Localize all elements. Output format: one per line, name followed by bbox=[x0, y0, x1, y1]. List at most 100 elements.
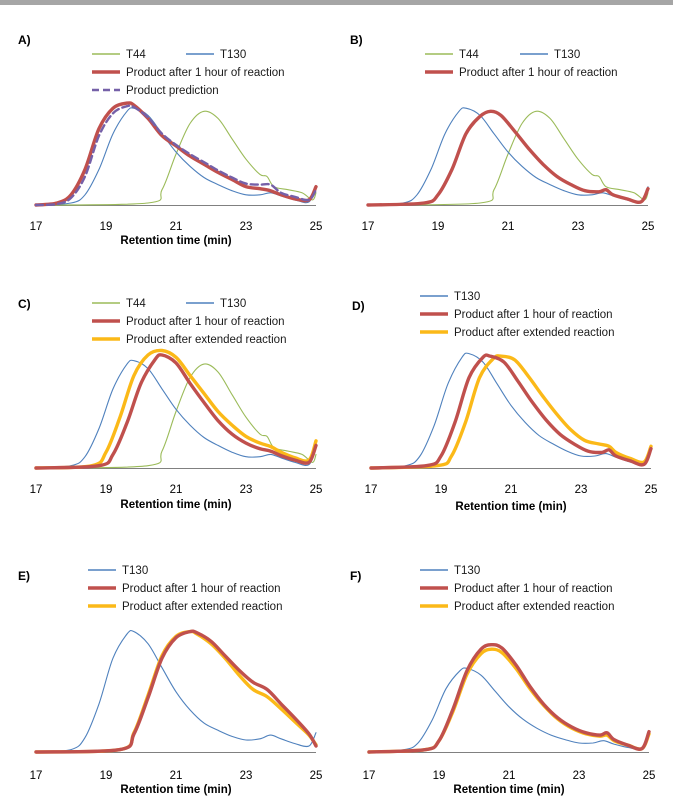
legend-label: T44 bbox=[459, 49, 479, 61]
series-line-product-after-1-hour-of-reaction bbox=[366, 109, 650, 207]
legend-label: Product after 1 hour of reaction bbox=[126, 67, 285, 79]
series-line-product-after-1-hour-of-reaction bbox=[34, 629, 318, 754]
x-tick-label: 23 bbox=[575, 484, 588, 496]
series-line-t44 bbox=[367, 110, 649, 206]
x-tick-label: 25 bbox=[310, 221, 323, 233]
legend-entry-product-after-extended-reaction: Product after extended reaction bbox=[88, 601, 282, 613]
series-line-product-after-extended-reaction bbox=[369, 354, 653, 470]
x-tick-label: 25 bbox=[643, 770, 656, 782]
series-line-product-after-extended-reaction bbox=[367, 647, 651, 754]
series-line-t130 bbox=[370, 352, 652, 469]
panel-label: C) bbox=[18, 297, 31, 311]
x-tick-label: 17 bbox=[30, 221, 43, 233]
panel-label: F) bbox=[350, 569, 361, 583]
legend-entry-product-after-1-hour-of-reaction: Product after 1 hour of reaction bbox=[425, 67, 618, 79]
legend-label: Product after extended reaction bbox=[126, 334, 286, 346]
legend-label: Product prediction bbox=[126, 85, 219, 97]
x-tick-label: 21 bbox=[502, 221, 515, 233]
legend-entry-product-after-extended-reaction: Product after extended reaction bbox=[420, 327, 614, 339]
x-tick-label: 21 bbox=[170, 770, 183, 782]
legend-label: T44 bbox=[126, 298, 146, 310]
x-tick-label: 21 bbox=[170, 484, 183, 496]
series-line-product-prediction bbox=[34, 104, 318, 207]
legend-label: Product after 1 hour of reaction bbox=[122, 583, 281, 595]
legend-label: Product after extended reaction bbox=[454, 327, 614, 339]
chart-panel-b: B) 17 19 21 23 25 T44 T130 Product after 1 hour … bbox=[350, 33, 654, 233]
x-tick-label: 19 bbox=[433, 770, 446, 782]
chart-panel-f: F) 17 19 21 23 25 Retention time (min) T130 Prod… bbox=[350, 565, 655, 796]
series-line-product-after-extended-reaction bbox=[34, 348, 318, 470]
legend-label: Product after 1 hour of reaction bbox=[126, 316, 285, 328]
x-tick-label: 17 bbox=[365, 484, 378, 496]
x-tick-label: 25 bbox=[645, 484, 658, 496]
legend-label: T130 bbox=[122, 565, 148, 577]
panel-label: D) bbox=[352, 299, 365, 313]
series-line-t130 bbox=[35, 359, 317, 469]
x-axis-title: Retention time (min) bbox=[453, 784, 564, 796]
series-line-t130 bbox=[35, 629, 317, 753]
legend-entry-t130: T130 bbox=[420, 291, 480, 303]
x-tick-label: 17 bbox=[363, 770, 376, 782]
series-line-product-after-1-hour-of-reaction bbox=[34, 101, 318, 207]
x-tick-label: 23 bbox=[240, 770, 253, 782]
x-tick-label: 19 bbox=[100, 770, 113, 782]
legend-label: T130 bbox=[220, 298, 246, 310]
chart-panel-e: E) 17 19 21 23 25 Retention time (min) T130 Prod… bbox=[18, 565, 322, 796]
legend-label: T130 bbox=[220, 49, 246, 61]
legend-label: Product after extended reaction bbox=[122, 601, 282, 613]
legend-entry-t130: T130 bbox=[186, 298, 246, 310]
x-tick-label: 21 bbox=[505, 484, 518, 496]
legend-label: T130 bbox=[554, 49, 580, 61]
x-tick-label: 21 bbox=[503, 770, 516, 782]
legend-entry-t44: T44 bbox=[425, 49, 479, 61]
series-line-product-after-1-hour-of-reaction bbox=[367, 642, 651, 754]
legend-entry-product-after-1-hour-of-reaction: Product after 1 hour of reaction bbox=[92, 316, 285, 328]
legend-entry-t44: T44 bbox=[92, 49, 146, 61]
x-tick-label: 25 bbox=[642, 221, 655, 233]
legend-label: T130 bbox=[454, 291, 480, 303]
legend-entry-product-after-1-hour-of-reaction: Product after 1 hour of reaction bbox=[420, 309, 613, 321]
x-axis-title: Retention time (min) bbox=[120, 235, 231, 247]
x-tick-label: 23 bbox=[240, 221, 253, 233]
x-tick-label: 23 bbox=[572, 221, 585, 233]
series-line-t130 bbox=[368, 667, 650, 753]
panel-label: E) bbox=[18, 569, 30, 583]
x-tick-label: 19 bbox=[432, 221, 445, 233]
x-tick-label: 25 bbox=[310, 484, 323, 496]
legend-label: Product after 1 hour of reaction bbox=[454, 583, 613, 595]
legend-entry-t44: T44 bbox=[92, 298, 146, 310]
legend-label: T130 bbox=[454, 565, 480, 577]
panel-label: B) bbox=[350, 33, 363, 47]
legend-entry-product-after-1-hour-of-reaction: Product after 1 hour of reaction bbox=[88, 583, 281, 595]
legend-entry-product-after-1-hour-of-reaction: Product after 1 hour of reaction bbox=[420, 583, 613, 595]
x-tick-label: 17 bbox=[362, 221, 375, 233]
x-axis-title: Retention time (min) bbox=[120, 784, 231, 796]
legend-entry-t130: T130 bbox=[420, 565, 480, 577]
chart-panel-c: C) 17 19 21 23 25 Retention time (min) T44 T130 P… bbox=[18, 297, 322, 511]
chart-panel-d: D) 17 19 21 23 25 Retention time (min) T130 Prod… bbox=[352, 291, 657, 513]
x-tick-label: 19 bbox=[100, 484, 113, 496]
legend-label: Product after 1 hour of reaction bbox=[459, 67, 618, 79]
chart-panel-a: A) 17 19 21 23 25 Retention time (min) T44 T130 P… bbox=[18, 33, 322, 247]
legend-entry-product-after-extended-reaction: Product after extended reaction bbox=[420, 601, 614, 613]
legend-label: T44 bbox=[126, 49, 146, 61]
x-tick-label: 21 bbox=[170, 221, 183, 233]
x-tick-label: 23 bbox=[240, 484, 253, 496]
legend-label: Product after extended reaction bbox=[454, 601, 614, 613]
x-axis-title: Retention time (min) bbox=[120, 499, 231, 511]
x-tick-label: 19 bbox=[100, 221, 113, 233]
legend-entry-t130: T130 bbox=[520, 49, 580, 61]
series-line-product-after-1-hour-of-reaction bbox=[34, 353, 318, 470]
series-line-t44 bbox=[35, 110, 317, 206]
x-tick-label: 19 bbox=[435, 484, 448, 496]
legend-entry-t130: T130 bbox=[186, 49, 246, 61]
x-tick-label: 23 bbox=[573, 770, 586, 782]
x-tick-label: 17 bbox=[30, 770, 43, 782]
legend-label: Product after 1 hour of reaction bbox=[454, 309, 613, 321]
x-axis-title: Retention time (min) bbox=[455, 501, 566, 513]
x-tick-label: 17 bbox=[30, 484, 43, 496]
series-line-product-after-1-hour-of-reaction bbox=[369, 353, 653, 470]
x-tick-label: 25 bbox=[310, 770, 323, 782]
legend-entry-product-after-extended-reaction: Product after extended reaction bbox=[92, 334, 286, 346]
